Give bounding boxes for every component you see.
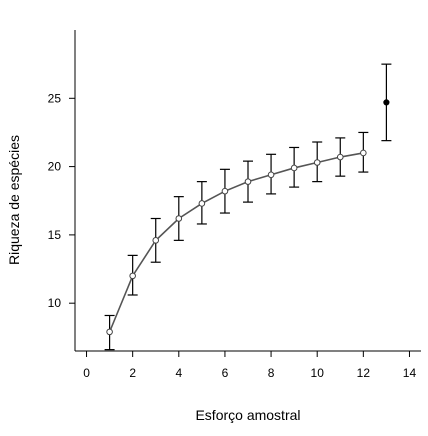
y-tick-label: 25 [48, 91, 62, 105]
data-point [129, 272, 136, 280]
x-tick-label: 8 [268, 366, 275, 380]
x-tick-label: 12 [357, 366, 371, 380]
data-point [360, 149, 367, 157]
data-point [152, 237, 160, 244]
x-axis-title: Esforço amostral [195, 407, 300, 423]
data-point [106, 328, 113, 336]
x-tick-label: 10 [311, 366, 325, 380]
x-tick-label: 6 [222, 366, 229, 380]
data-point [267, 171, 275, 179]
series-0 [104, 131, 369, 351]
data-point [175, 215, 183, 222]
data-point [221, 187, 229, 195]
data-point [313, 159, 321, 166]
data-point [290, 164, 298, 172]
data-point [198, 200, 206, 207]
data-point [336, 153, 344, 161]
x-tick-label: 14 [403, 366, 417, 380]
x-tick-label: 4 [175, 366, 182, 380]
series-line [108, 152, 364, 333]
y-tick-label: 15 [48, 228, 62, 242]
series-1 [381, 63, 392, 142]
axes: 0 2 4 6 8 10 12 14 10 15 20 25 [48, 30, 421, 380]
y-tick-label: 10 [48, 296, 62, 310]
data-point [244, 178, 252, 185]
y-axis-title: Riqueza de espécies [6, 135, 22, 265]
series-layer [104, 63, 392, 351]
x-tick-label: 2 [129, 366, 136, 380]
data-point [383, 99, 390, 106]
y-tick-label: 20 [48, 160, 62, 174]
x-tick-label: 0 [83, 366, 90, 380]
